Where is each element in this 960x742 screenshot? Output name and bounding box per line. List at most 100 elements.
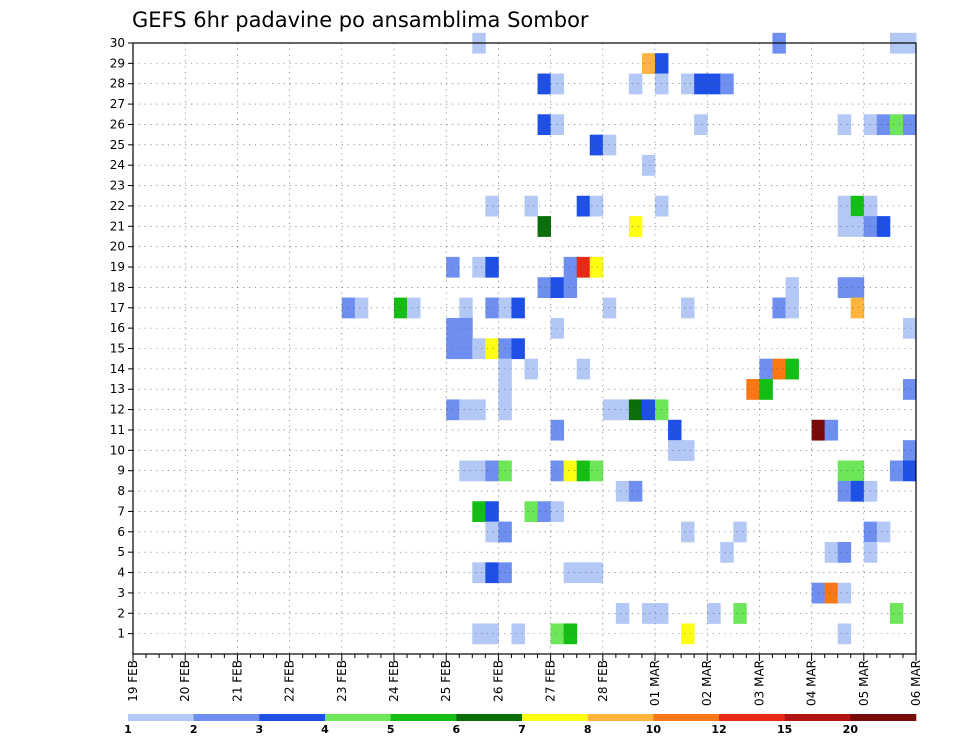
- precip-cell: [876, 114, 891, 136]
- y-tick-label: 24: [110, 158, 125, 172]
- precip-cell: [615, 480, 630, 502]
- precip-cell: [720, 73, 734, 95]
- colorbar-swatch: [193, 714, 260, 721]
- precip-cell: [837, 480, 852, 502]
- y-tick-label: 11: [110, 423, 125, 437]
- precip-cell: [824, 582, 839, 604]
- precip-cell: [837, 277, 852, 298]
- precip-cell: [589, 134, 604, 156]
- x-tick-label: 03 MAR: [752, 660, 766, 706]
- x-tick-label: 04 MAR: [805, 660, 819, 706]
- precip-cell: [576, 256, 591, 278]
- precip-cell: [733, 603, 747, 624]
- precip-cell: [889, 603, 904, 624]
- precip-cell: [563, 460, 578, 482]
- precip-cell: [537, 501, 551, 523]
- precip-cell: [668, 419, 682, 441]
- y-tick-label: 29: [110, 56, 125, 70]
- precip-cell: [850, 297, 865, 319]
- precip-cell: [485, 460, 499, 482]
- x-tick-label: 21 FEB: [230, 660, 244, 702]
- x-tick-label: 24 FEB: [387, 660, 401, 702]
- precip-cell: [354, 297, 369, 319]
- y-tick-label: 9: [117, 464, 125, 478]
- precip-cell: [459, 460, 473, 482]
- x-tick-label: 06 MAR: [909, 660, 923, 706]
- precip-cell: [850, 460, 865, 482]
- precip-cell: [902, 114, 917, 136]
- colorbar-swatch: [587, 714, 654, 721]
- colorbar-label: 15: [777, 723, 792, 736]
- x-tick-label: 25 FEB: [439, 660, 453, 702]
- precip-cell: [902, 440, 917, 461]
- precip-cell: [576, 562, 591, 584]
- y-tick-label: 19: [110, 260, 125, 274]
- precip-cell: [746, 379, 760, 400]
- precip-cell: [681, 73, 695, 95]
- precip-cell: [902, 379, 917, 400]
- precip-cell: [459, 338, 473, 360]
- colorbar-swatch: [259, 714, 326, 721]
- precip-cell: [524, 358, 538, 380]
- colorbar-label: 20: [843, 723, 859, 736]
- precip-cell: [837, 582, 852, 604]
- precip-cell: [511, 623, 525, 645]
- colorbar-swatch: [653, 714, 720, 721]
- y-tick-label: 8: [117, 484, 125, 498]
- precip-cell: [850, 277, 865, 298]
- precip-cell: [615, 603, 630, 624]
- precip-cell: [681, 297, 695, 319]
- y-tick-label: 26: [110, 117, 125, 131]
- colorbar-swatch: [456, 714, 523, 721]
- x-tick-label: 02 MAR: [700, 660, 714, 706]
- x-tick-label: 22 FEB: [283, 660, 297, 702]
- precip-cell: [485, 623, 499, 645]
- x-tick-label: 27 FEB: [544, 660, 558, 702]
- precip-cell: [641, 399, 656, 421]
- precip-cell: [472, 501, 486, 523]
- precip-cell: [576, 358, 591, 380]
- precip-cell: [837, 216, 852, 237]
- precip-cell: [524, 501, 538, 523]
- precip-cell: [628, 480, 643, 502]
- precip-cell: [876, 216, 891, 237]
- precip-cell: [615, 399, 630, 421]
- y-tick-label: 13: [110, 382, 125, 396]
- precip-cell: [589, 562, 604, 584]
- colorbar-label: 4: [321, 723, 329, 736]
- precip-cell: [589, 195, 604, 217]
- y-tick-label: 2: [117, 606, 125, 620]
- precip-cell: [563, 623, 578, 645]
- precip-cell: [472, 623, 486, 645]
- x-tick-label: 20 FEB: [178, 660, 192, 702]
- colorbar-label: 2: [190, 723, 198, 736]
- y-tick-label: 23: [110, 179, 125, 193]
- y-tick-label: 12: [110, 403, 125, 417]
- y-tick-label: 27: [110, 97, 125, 111]
- y-tick-label: 14: [110, 362, 125, 376]
- colorbar-label: 7: [518, 723, 526, 736]
- colorbar-label: 5: [387, 723, 395, 736]
- colorbar-label: 8: [584, 723, 592, 736]
- precip-cell: [485, 521, 499, 543]
- precip-cell: [837, 541, 852, 563]
- y-tick-label: 25: [110, 138, 125, 152]
- precip-cell: [407, 297, 421, 319]
- x-tick-label: 23 FEB: [335, 660, 349, 702]
- y-tick-label: 16: [110, 321, 125, 335]
- precip-cell: [472, 460, 486, 482]
- precip-cell: [589, 460, 604, 482]
- precip-cell: [641, 53, 656, 74]
- precip-cell: [537, 216, 551, 237]
- precip-cell: [785, 358, 799, 380]
- y-tick-label: 18: [110, 280, 125, 294]
- precip-cell: [837, 114, 852, 136]
- colorbar-label: 1: [124, 723, 132, 736]
- precip-cell: [537, 114, 551, 136]
- colorbar-label: 6: [453, 723, 461, 736]
- colorbar-swatch: [850, 714, 917, 721]
- precip-cell: [485, 297, 499, 319]
- precip-cell: [837, 195, 852, 217]
- precip-cell: [850, 195, 865, 217]
